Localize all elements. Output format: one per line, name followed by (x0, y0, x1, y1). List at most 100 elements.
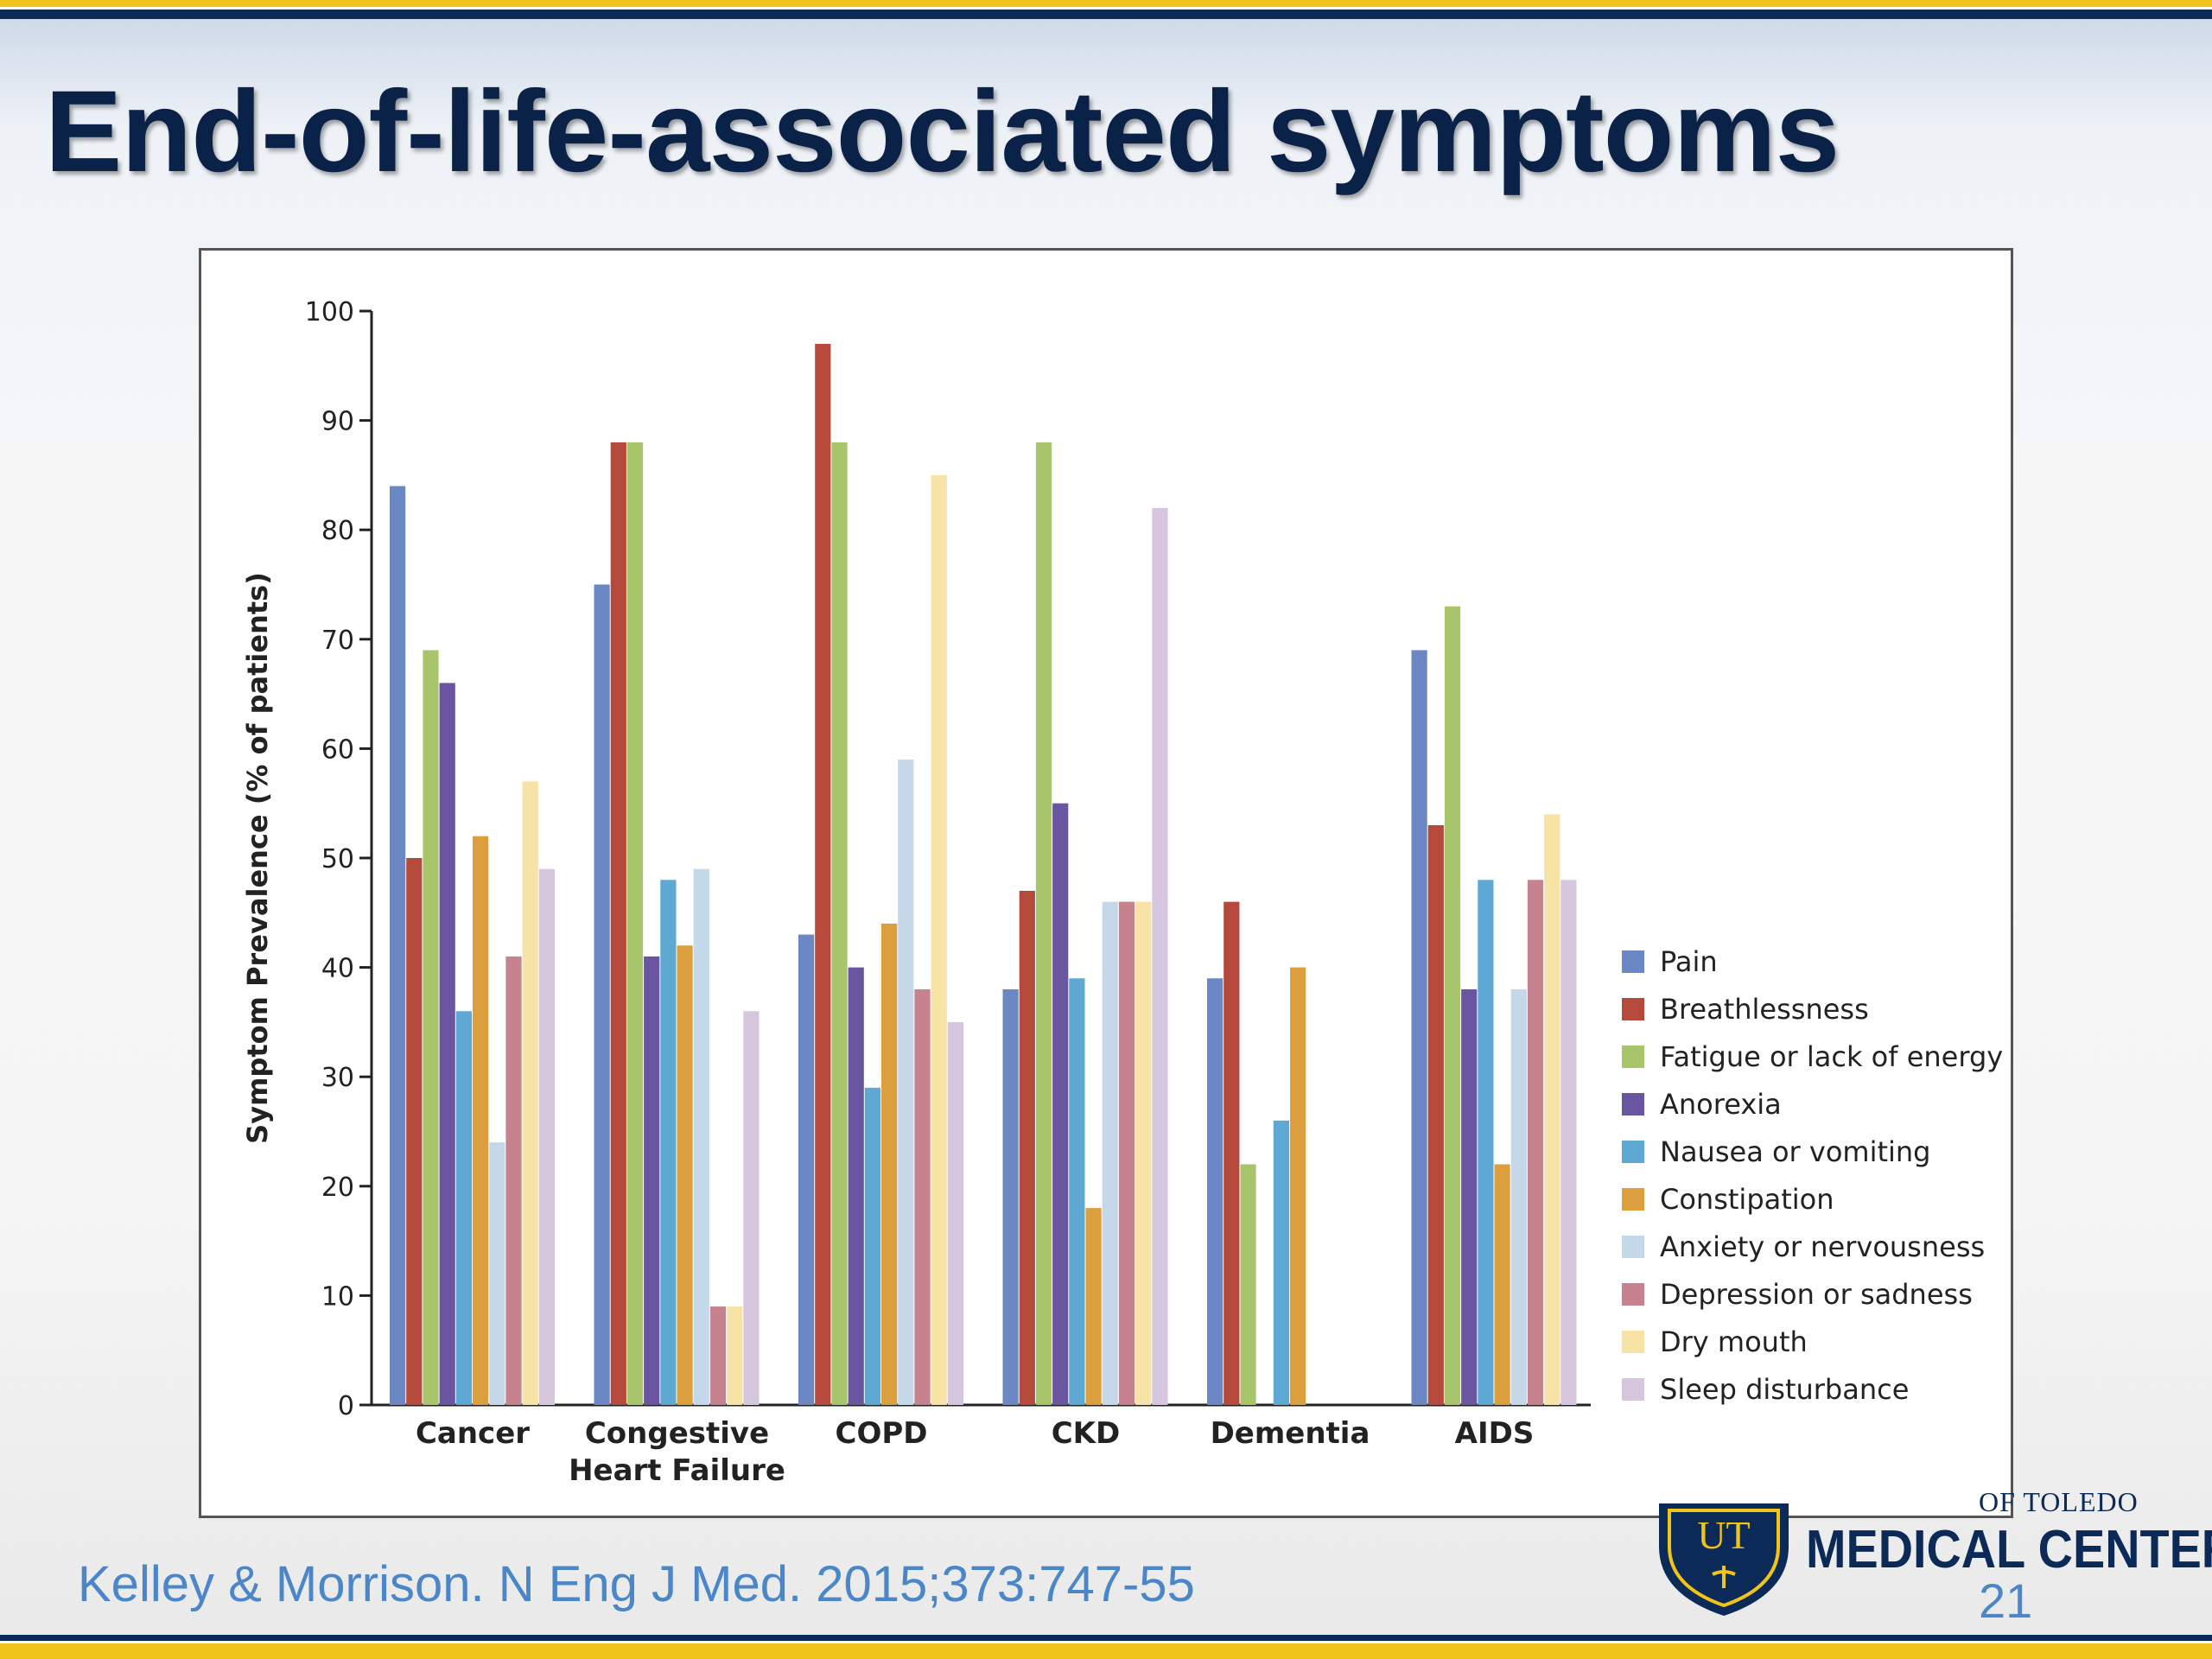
bar-breathlessness-ckd (1019, 890, 1035, 1405)
bar-nausea-or-vomiting-congestive-heart-failure (660, 880, 677, 1405)
bar-pain-aids (1411, 650, 1427, 1405)
bar-anxiety-or-nervousness-aids (1510, 988, 1527, 1405)
bar-pain-copd (798, 934, 815, 1405)
x-category-label: Congestive (585, 1416, 769, 1451)
bar-nausea-or-vomiting-aids (1478, 880, 1494, 1405)
bottom-accent-bar (0, 1635, 2212, 1659)
bar-sleep-disturbance-ckd (1152, 507, 1168, 1405)
y-tick-label: 10 (321, 1281, 354, 1312)
bar-fatigue-or-lack-of-energy-aids (1444, 606, 1461, 1405)
bar-anxiety-or-nervousness-copd (898, 760, 914, 1405)
legend-label: Depression or sadness (1660, 1278, 1973, 1311)
logo-medical-center-text: MEDICAL CENTER (1806, 1520, 2212, 1580)
bar-fatigue-or-lack-of-energy-ckd (1035, 442, 1052, 1406)
bar-constipation-copd (881, 923, 898, 1405)
x-category-label: AIDS (1455, 1416, 1535, 1451)
bar-depression-or-sadness-copd (914, 988, 931, 1405)
bar-anxiety-or-nervousness-congestive-heart-failure (693, 868, 709, 1405)
legend-swatch (1622, 998, 1644, 1020)
legend-swatch (1622, 1236, 1644, 1258)
bar-breathlessness-aids (1427, 825, 1444, 1405)
legend-label: Pain (1660, 945, 1718, 978)
y-tick-label: 0 (338, 1391, 354, 1421)
bar-anxiety-or-nervousness-ckd (1102, 901, 1118, 1405)
bar-anorexia-aids (1461, 988, 1478, 1405)
bar-chart: 0 10 20 30 40 50 60 70 80 90 100 Symptom Prevalence… (241, 297, 2003, 1488)
legend-label: Dry mouth (1660, 1325, 1808, 1358)
legend-label: Sleep disturbance (1660, 1373, 1909, 1406)
bar-dry-mouth-copd (931, 474, 947, 1405)
bar-depression-or-sadness-cancer (505, 956, 522, 1405)
top-accent-bar (0, 0, 2212, 19)
bar-nausea-or-vomiting-copd (864, 1087, 880, 1405)
bar-constipation-dementia (1290, 967, 1306, 1405)
x-category-label: Heart Failure (569, 1453, 785, 1488)
bar-pain-ckd (1002, 988, 1019, 1405)
bar-anorexia-congestive-heart-failure (644, 956, 660, 1405)
y-axis-title: Symptom Prevalence (% of patients) (241, 572, 274, 1144)
legend-label: Constipation (1660, 1183, 1834, 1216)
bar-depression-or-sadness-ckd (1118, 901, 1135, 1405)
bar-depression-or-sadness-congestive-heart-failure (709, 1306, 727, 1405)
bar-fatigue-or-lack-of-energy-copd (831, 442, 848, 1406)
bar-constipation-cancer (473, 836, 489, 1405)
legend-label: Breathlessness (1660, 993, 1869, 1026)
bar-breathlessness-dementia (1224, 901, 1240, 1405)
bar-pain-cancer (390, 486, 406, 1405)
bar-anorexia-cancer (439, 683, 455, 1405)
bar-nausea-or-vomiting-dementia (1273, 1120, 1289, 1405)
bar-sleep-disturbance-cancer (538, 868, 555, 1405)
legend-swatch (1622, 1141, 1644, 1163)
bar-sleep-disturbance-copd (947, 1021, 963, 1405)
legend-label: Anxiety or nervousness (1660, 1230, 1985, 1263)
x-category-label: CKD (1052, 1416, 1121, 1451)
legend-swatch (1622, 950, 1644, 973)
logo-university-text: OF TOLEDO (1979, 1486, 2139, 1517)
bar-sleep-disturbance-congestive-heart-failure (743, 1011, 760, 1405)
bar-anorexia-ckd (1052, 803, 1069, 1405)
y-tick-label: 30 (321, 1063, 354, 1093)
bar-breathlessness-congestive-heart-failure (610, 442, 626, 1406)
y-tick-label: 50 (321, 844, 354, 874)
shield-icon: UT (1659, 1503, 1789, 1616)
legend-label: Fatigue or lack of energy (1660, 1040, 2003, 1073)
legend-swatch (1622, 1378, 1644, 1401)
y-tick-label: 20 (321, 1173, 354, 1203)
bar-anxiety-or-nervousness-cancer (489, 1142, 505, 1405)
bar-breathlessness-cancer (406, 858, 423, 1405)
legend-swatch (1622, 1331, 1644, 1353)
bar-dry-mouth-cancer (522, 781, 538, 1405)
legend-swatch (1622, 1188, 1644, 1211)
bar-nausea-or-vomiting-cancer (455, 1011, 472, 1405)
medical-center-logo: UT OF TOLEDO MEDICAL CENTER (1659, 1486, 2212, 1633)
chart-frame: 0 10 20 30 40 50 60 70 80 90 100 Symptom Prevalence… (199, 248, 2013, 1518)
y-tick-label: 70 (321, 626, 354, 656)
legend-label: Nausea or vomiting (1660, 1135, 1930, 1168)
bar-depression-or-sadness-aids (1527, 880, 1544, 1405)
bar-anorexia-copd (848, 967, 864, 1405)
citation[interactable]: Kelley & Morrison. N Eng J Med. 2015;373… (78, 1556, 1195, 1612)
bar-dry-mouth-ckd (1135, 901, 1152, 1405)
y-tick-label: 100 (305, 297, 354, 327)
y-tick-label: 40 (321, 954, 354, 984)
bar-constipation-aids (1494, 1164, 1510, 1405)
legend-swatch (1622, 1093, 1644, 1116)
bar-fatigue-or-lack-of-energy-cancer (423, 650, 439, 1405)
slide-number: 21 (1979, 1573, 2033, 1628)
legend-swatch (1622, 1283, 1644, 1306)
slide-title: End-of-life-associated symptoms (45, 67, 1840, 196)
x-category-label: Dementia (1211, 1416, 1370, 1451)
bar-breathlessness-copd (815, 343, 831, 1406)
y-tick-label: 90 (321, 407, 354, 437)
bar-constipation-ckd (1085, 1208, 1102, 1405)
bar-fatigue-or-lack-of-energy-congestive-heart-failure (626, 442, 644, 1406)
x-category-label: Cancer (416, 1416, 530, 1451)
bar-pain-congestive-heart-failure (594, 584, 610, 1405)
bar-constipation-congestive-heart-failure (677, 945, 693, 1405)
legend-swatch (1622, 1046, 1644, 1068)
bar-fatigue-or-lack-of-energy-dementia (1240, 1164, 1256, 1405)
bar-dry-mouth-congestive-heart-failure (727, 1306, 743, 1405)
shield-letters: UT (1697, 1513, 1750, 1557)
bar-sleep-disturbance-aids (1560, 880, 1577, 1405)
bar-nausea-or-vomiting-ckd (1069, 978, 1085, 1405)
